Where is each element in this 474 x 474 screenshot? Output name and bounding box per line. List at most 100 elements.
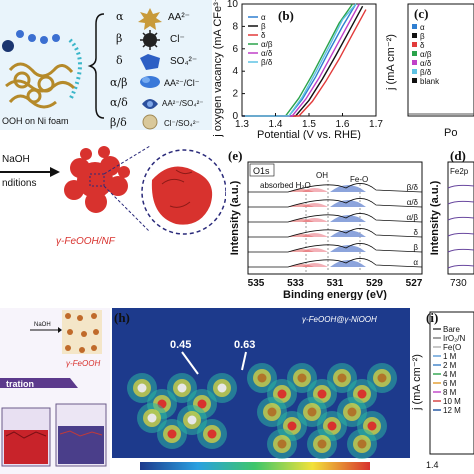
series-line-6 <box>242 3 357 117</box>
spiky-star-icon <box>138 8 162 30</box>
tag-label: O1s <box>253 166 270 176</box>
legend-swatch <box>412 24 417 29</box>
product-label: γ-FeOOH <box>66 359 100 368</box>
x-tick: 1.4 <box>426 460 439 470</box>
urchin-spikes <box>140 30 160 50</box>
legend-swatch <box>412 42 417 47</box>
atom <box>267 407 277 417</box>
beige-disc-icon <box>142 114 158 130</box>
peak-fill-water <box>288 249 314 252</box>
legend-label: IrO₂/N <box>443 334 465 343</box>
conditions-label: nditions <box>2 178 36 189</box>
trace-envelope <box>248 228 423 238</box>
peak-fill-feo <box>330 245 366 252</box>
red-aggregate-icon <box>64 146 130 213</box>
y-axis-label: Intensity (a.u.) <box>229 180 241 255</box>
x-tick-label: 535 <box>248 278 265 289</box>
zoom-line-bottom <box>103 185 151 233</box>
trace-label: α/β <box>407 213 419 222</box>
brace <box>87 13 105 119</box>
peak-fill-water <box>288 204 314 207</box>
legend-swatch <box>412 51 417 56</box>
legend-swatch <box>412 60 417 65</box>
product-label: γ-FeOOH/NF <box>56 236 116 247</box>
filtration-schematic: NaOH γ-FeOOH tration <box>0 308 110 474</box>
atom <box>167 429 177 439</box>
arrow-head-icon <box>58 327 62 333</box>
atom <box>357 439 367 449</box>
legend-label: 10 M <box>443 397 461 406</box>
row-ion-5: AA²⁻/SO₄²⁻ <box>162 99 204 108</box>
panel-a-schematic: OOH on Ni foam α β δ α/β α/δ β/δ AA²⁻ <box>0 0 212 130</box>
y-tick-label: 2 <box>232 89 238 100</box>
arrow-1 <box>181 351 199 375</box>
trace-label: δ <box>414 228 419 237</box>
x-axis-label: Potential (V vs. RHE) <box>257 129 361 140</box>
beaker-left-icon <box>1 407 51 467</box>
trace-envelope <box>248 258 423 268</box>
peak-fill-feo <box>330 260 366 267</box>
atom <box>147 413 157 423</box>
row-ion-6: Cl⁻/SO₄²⁻ <box>164 119 200 128</box>
legend-swatch <box>412 33 417 38</box>
row-symbol-1: α <box>116 10 124 23</box>
arrow-head-icon <box>50 167 60 177</box>
arrow-2 <box>241 351 247 371</box>
plot-frame <box>447 161 474 275</box>
x-ticks: 1.3 1.4 1.5 1.6 1.7 <box>235 113 383 130</box>
substrate-label: OOH on Ni foam <box>2 116 69 126</box>
banner <box>0 378 78 388</box>
row-ion-1: AA²⁻ <box>168 12 190 23</box>
legend-label: 6 M <box>443 379 457 388</box>
x-axis-label: Binding energy (eV) <box>283 289 387 300</box>
legend-label: α <box>261 13 266 22</box>
atom <box>347 407 357 417</box>
atom <box>317 439 327 449</box>
legend-label: δ <box>261 31 266 40</box>
legend-label: α/β <box>261 40 273 49</box>
legend-label: δ <box>420 41 425 50</box>
legend-label: 8 M <box>443 388 457 397</box>
charge-density-blobs <box>127 363 397 459</box>
peak-fill-feo <box>330 215 366 222</box>
peak-label-feo: Fe-O <box>350 175 368 184</box>
trace-envelope <box>248 198 423 208</box>
trace-label: α/δ <box>407 198 419 207</box>
panel-h-label: (h) <box>114 310 130 325</box>
zoom-line-top <box>103 145 151 175</box>
legend-label: 2 M <box>443 361 457 370</box>
atom <box>177 383 187 393</box>
y-axis-label: Intensity (a.u.) <box>429 180 441 255</box>
peak-label-oh: OH <box>316 171 328 180</box>
blue-block-icon <box>140 54 160 70</box>
step-label: tration <box>6 379 34 389</box>
peak-fill-water <box>288 234 314 237</box>
atom <box>357 389 367 399</box>
atom <box>297 373 307 383</box>
plot-frame <box>407 3 474 117</box>
panel-d-label: (d) <box>450 148 466 163</box>
y-ticks: 0 2 4 6 8 10 <box>227 0 245 122</box>
zoom-box <box>89 173 105 187</box>
series-line-3 <box>242 9 367 117</box>
legend-label: 4 M <box>443 370 457 379</box>
trace-envelope <box>248 183 423 193</box>
legend-label: α <box>420 23 425 32</box>
peak-fill-feo <box>330 185 366 192</box>
x-tick-label: 1.7 <box>369 119 383 130</box>
x-axis-label-partial: Po <box>444 127 457 139</box>
atom <box>257 373 267 383</box>
trace-label: β/δ <box>407 183 419 192</box>
peak-fill-water <box>288 189 314 192</box>
atom <box>367 421 377 431</box>
bottom-row: NaOH γ-FeOOH tration (h) γ-FeOOH@γ-NiOOH… <box>0 308 474 474</box>
y-axis-label: j (mA cm⁻²) <box>411 354 423 411</box>
y-tick-label: 10 <box>227 0 239 10</box>
colorbar <box>140 462 370 470</box>
x-tick-label: 1.5 <box>302 119 316 130</box>
legend-swatch <box>412 69 417 74</box>
atom <box>217 383 227 393</box>
